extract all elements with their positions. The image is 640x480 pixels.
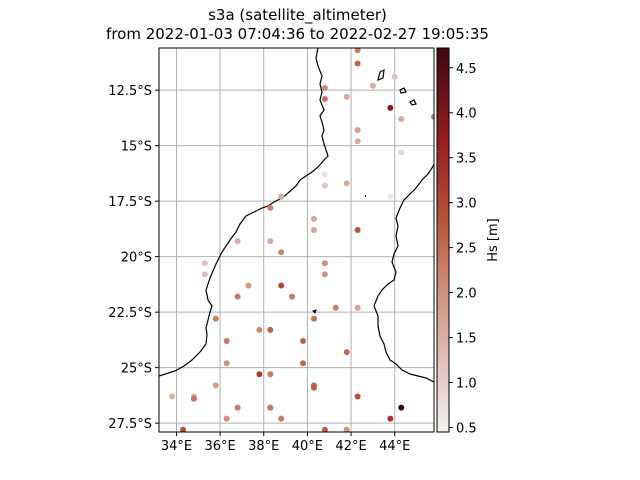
- data-point: [223, 337, 230, 344]
- y-tick-label: 22.5°S: [108, 306, 152, 321]
- data-point: [321, 271, 328, 278]
- data-point: [300, 337, 307, 344]
- coastline: [159, 48, 434, 383]
- data-point: [267, 238, 274, 245]
- data-point: [354, 393, 361, 400]
- data-point: [201, 271, 208, 278]
- data-point: [398, 404, 405, 411]
- data-point: [201, 260, 208, 267]
- x-tick-label: 42°E: [335, 439, 366, 454]
- data-point: [321, 260, 328, 267]
- y-tick-label: 17.5°S: [108, 195, 152, 210]
- data-point: [343, 180, 350, 187]
- colorbar-tick-label: 4.5: [456, 62, 477, 77]
- x-tick-label: 36°E: [204, 439, 235, 454]
- x-tick-label: 34°E: [161, 439, 192, 454]
- data-point: [190, 395, 197, 402]
- data-point: [300, 360, 307, 367]
- y-tick-label: 25°S: [121, 362, 152, 377]
- colorbar-tick-label: 3.0: [456, 197, 477, 212]
- data-point: [234, 293, 241, 300]
- data-point: [245, 282, 252, 289]
- data-point: [267, 404, 274, 411]
- data-point: [354, 127, 361, 134]
- data-point: [387, 415, 394, 422]
- data-point: [398, 116, 405, 123]
- data-point: [234, 404, 241, 411]
- chart-title: s3a (satellite_altimeter): [208, 6, 387, 24]
- data-point: [278, 415, 285, 422]
- colorbar-tick-label: 4.0: [456, 107, 477, 122]
- colorbar-ticks: 0.5 1.0 1.5 2.0 2.5 3.0 3.5 4.0 4.5: [449, 62, 477, 437]
- data-point: [278, 249, 285, 256]
- data-point: [321, 171, 328, 178]
- data-point: [354, 60, 361, 67]
- data-point: [398, 149, 405, 156]
- data-point: [212, 315, 219, 322]
- data-point: [169, 393, 176, 400]
- data-point: [267, 326, 274, 333]
- colorbar-label: Hs [m]: [486, 218, 501, 262]
- data-point: [310, 315, 317, 322]
- y-axis: 12.5°S 15°S 17.5°S 20°S 22.5°S 25°S 27.5°S: [108, 84, 159, 432]
- data-point: [267, 204, 274, 211]
- data-point: [343, 93, 350, 100]
- y-tick-label: 12.5°S: [108, 84, 152, 99]
- data-point: [431, 113, 434, 120]
- data-point: [267, 371, 274, 378]
- x-tick-label: 44°E: [379, 439, 410, 454]
- data-point: [391, 73, 398, 80]
- data-point: [321, 96, 328, 103]
- colorbar-tick-label: 2.5: [456, 242, 477, 257]
- data-point: [310, 227, 317, 234]
- data-point: [354, 227, 361, 234]
- data-point: [387, 193, 394, 200]
- data-point: [212, 382, 219, 389]
- colorbar-tick-label: 1.5: [456, 332, 477, 347]
- y-tick-label: 20°S: [121, 251, 152, 266]
- gridlines: [159, 48, 434, 432]
- data-point: [234, 238, 241, 245]
- data-point: [223, 360, 230, 367]
- y-tick-label: 15°S: [121, 140, 152, 155]
- x-tick-label: 40°E: [292, 439, 323, 454]
- data-point: [310, 384, 317, 391]
- data-point: [256, 326, 263, 333]
- colorbar-tick-label: 1.0: [456, 377, 477, 392]
- data-point: [321, 84, 328, 91]
- data-point: [354, 304, 361, 311]
- x-axis: 34°E 36°E 38°E 40°E 42°E 44°E: [161, 432, 410, 454]
- colorbar-tick-label: 3.5: [456, 152, 477, 167]
- x-tick-label: 38°E: [248, 439, 279, 454]
- scatter-points: [169, 48, 434, 432]
- colorbar-tick-label: 0.5: [456, 422, 477, 437]
- colorbar: [436, 47, 450, 433]
- data-point: [321, 426, 328, 432]
- data-point: [321, 182, 328, 189]
- data-point: [369, 82, 376, 89]
- data-point: [332, 304, 339, 311]
- data-point: [343, 426, 350, 432]
- data-point: [343, 349, 350, 356]
- data-point: [223, 415, 230, 422]
- data-point: [387, 104, 394, 111]
- data-point: [310, 215, 317, 222]
- data-point: [354, 48, 361, 54]
- data-point: [289, 293, 296, 300]
- chart-subtitle: from 2022-01-03 07:04:36 to 2022-02-27 1…: [106, 25, 489, 43]
- y-tick-label: 27.5°S: [108, 417, 152, 432]
- plot-frame: [158, 47, 435, 433]
- data-point: [256, 371, 263, 378]
- data-point: [354, 138, 361, 145]
- data-point: [278, 193, 285, 200]
- data-point: [180, 426, 187, 432]
- colorbar-tick-label: 2.0: [456, 287, 477, 302]
- data-point: [278, 282, 285, 289]
